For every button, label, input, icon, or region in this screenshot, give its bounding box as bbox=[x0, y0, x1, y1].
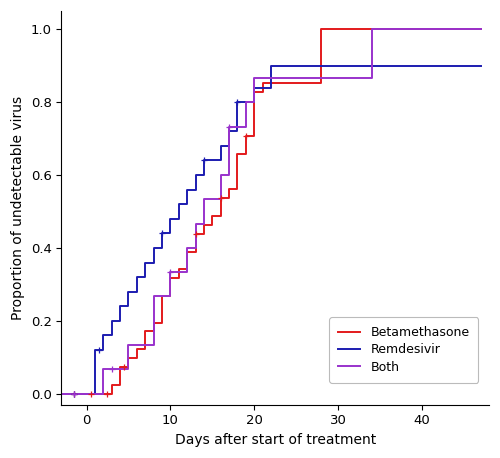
Both bbox=[368, 27, 374, 32]
Betamethasone bbox=[218, 195, 224, 201]
Remdesivir bbox=[168, 216, 173, 222]
Remdesivir bbox=[176, 202, 182, 207]
Remdesivir bbox=[268, 63, 274, 69]
Remdesivir bbox=[92, 347, 98, 353]
Betamethasone bbox=[318, 27, 324, 32]
Betamethasone bbox=[234, 151, 240, 156]
Betamethasone bbox=[58, 391, 64, 397]
Betamethasone bbox=[126, 355, 132, 361]
Remdesivir bbox=[100, 333, 106, 338]
Betamethasone bbox=[210, 213, 216, 218]
Line: Betamethasone: Betamethasone bbox=[62, 29, 480, 394]
Remdesivir bbox=[117, 304, 123, 309]
Both bbox=[201, 197, 207, 202]
Betamethasone bbox=[201, 222, 207, 228]
Both bbox=[478, 27, 484, 32]
Remdesivir bbox=[478, 63, 484, 69]
Remdesivir bbox=[251, 85, 257, 90]
Both bbox=[150, 294, 156, 299]
Both bbox=[226, 124, 232, 129]
Betamethasone bbox=[108, 382, 114, 387]
Betamethasone bbox=[159, 293, 165, 299]
Remdesivir bbox=[58, 391, 64, 397]
Remdesivir bbox=[126, 289, 132, 294]
Betamethasone bbox=[251, 89, 257, 94]
Remdesivir bbox=[226, 129, 232, 134]
Betamethasone bbox=[168, 275, 173, 281]
Remdesivir bbox=[142, 260, 148, 265]
Betamethasone bbox=[117, 364, 123, 370]
Both bbox=[100, 366, 106, 372]
Both bbox=[126, 343, 132, 348]
Betamethasone bbox=[192, 231, 198, 236]
Betamethasone bbox=[243, 133, 249, 139]
Remdesivir bbox=[108, 318, 114, 323]
Betamethasone bbox=[260, 80, 266, 85]
Both bbox=[192, 221, 198, 226]
Remdesivir bbox=[234, 99, 240, 105]
X-axis label: Days after start of treatment: Days after start of treatment bbox=[174, 433, 376, 447]
Betamethasone bbox=[226, 186, 232, 192]
Both bbox=[218, 172, 224, 178]
Both bbox=[58, 391, 64, 397]
Y-axis label: Proportion of undetectable virus: Proportion of undetectable virus bbox=[11, 96, 25, 320]
Remdesivir bbox=[201, 158, 207, 163]
Betamethasone bbox=[150, 320, 156, 325]
Both bbox=[243, 99, 249, 105]
Remdesivir bbox=[184, 187, 190, 192]
Betamethasone bbox=[184, 249, 190, 254]
Remdesivir bbox=[218, 143, 224, 149]
Remdesivir bbox=[159, 231, 165, 236]
Legend: Betamethasone, Remdesivir, Both: Betamethasone, Remdesivir, Both bbox=[329, 317, 478, 382]
Line: Remdesivir: Remdesivir bbox=[62, 66, 480, 394]
Betamethasone bbox=[134, 347, 140, 352]
Betamethasone bbox=[142, 329, 148, 334]
Remdesivir bbox=[150, 245, 156, 251]
Both bbox=[184, 245, 190, 251]
Both bbox=[251, 75, 257, 81]
Betamethasone bbox=[176, 267, 182, 272]
Remdesivir bbox=[134, 274, 140, 280]
Betamethasone bbox=[268, 80, 274, 85]
Remdesivir bbox=[318, 63, 324, 69]
Betamethasone bbox=[478, 27, 484, 32]
Betamethasone bbox=[92, 391, 98, 397]
Both bbox=[168, 270, 173, 275]
Line: Both: Both bbox=[62, 29, 480, 394]
Remdesivir bbox=[192, 172, 198, 178]
